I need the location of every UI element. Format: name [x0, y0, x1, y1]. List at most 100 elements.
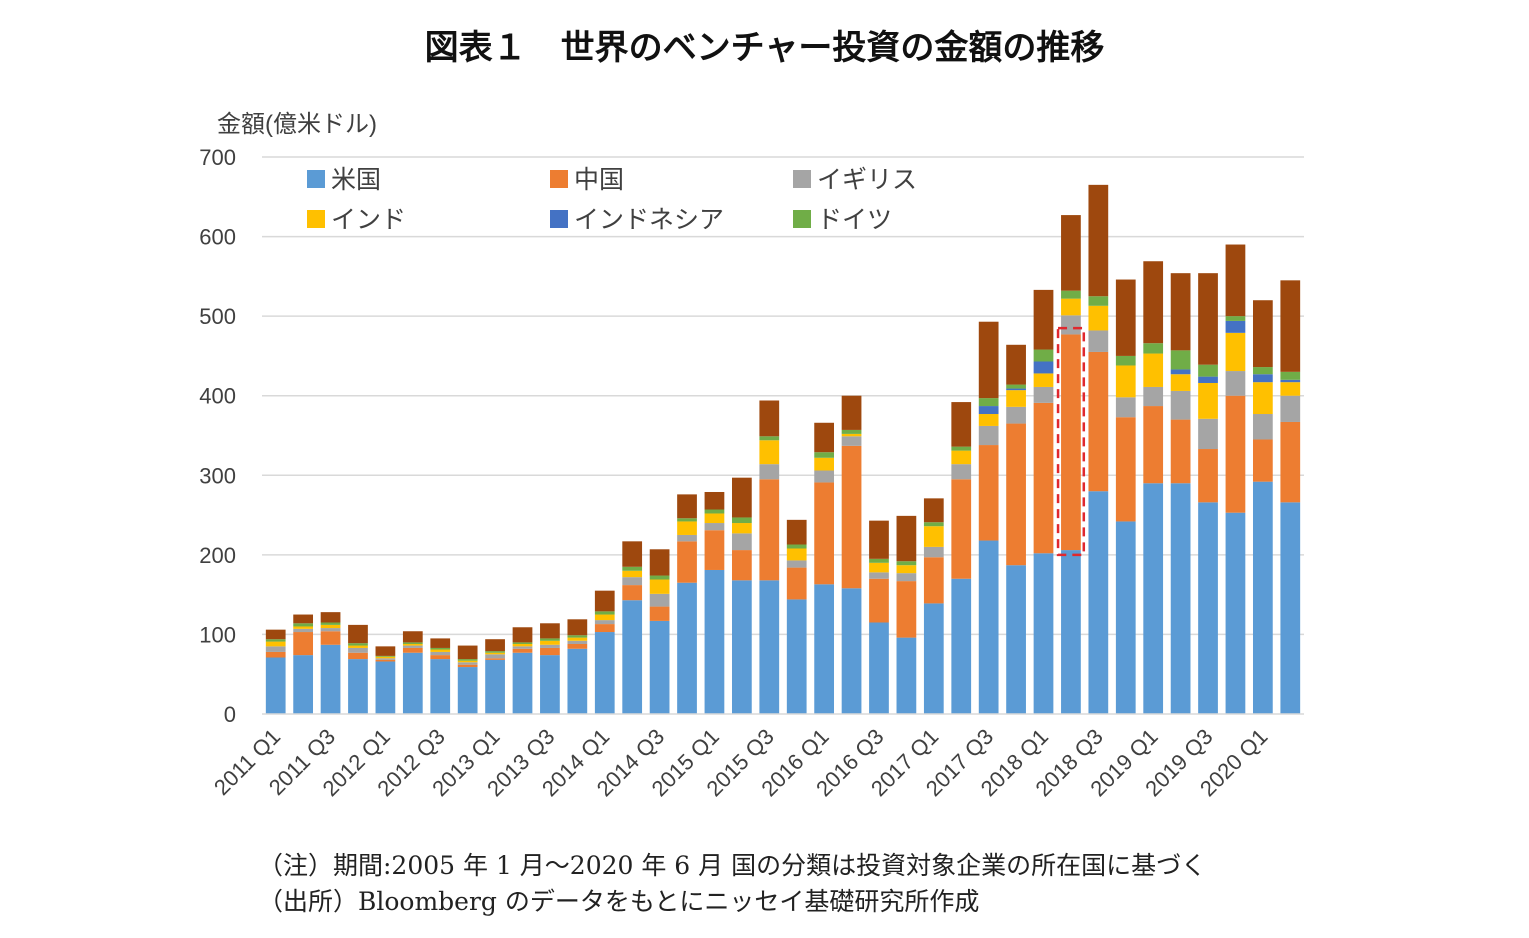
bar-segment-中国: [704, 530, 725, 570]
bar-segment-イギリス: [320, 628, 341, 632]
bar-segment-イギリス: [375, 658, 396, 660]
bar-segment-米国: [348, 659, 368, 714]
legend-label: ドイツ: [817, 206, 892, 234]
highlight-dashed-box: [1056, 326, 1086, 557]
bar-segment-米国: [704, 569, 725, 714]
bar-segment-イギリス: [622, 577, 643, 586]
bar-segment-other: [1225, 244, 1246, 317]
bar-segment-ドイツ: [485, 651, 505, 653]
bar-segment-other: [485, 639, 505, 652]
bar-segment-米国: [814, 584, 835, 714]
bar-segment-中国: [594, 624, 615, 633]
bar-segment-インドネシア: [1252, 374, 1273, 383]
bar-segment-中国: [1170, 419, 1191, 484]
bar-segment-イギリス: [1115, 397, 1136, 418]
bar-segment-other: [1006, 344, 1026, 385]
bar-segment-other: [430, 638, 451, 648]
y-axis-label: 金額(億米ドル): [217, 111, 377, 138]
bar-segment-インド: [814, 457, 835, 471]
bar-segment-インドネシア: [1033, 361, 1054, 374]
bar-segment-other: [951, 402, 972, 447]
bar-segment-other: [457, 645, 478, 660]
bar-segment-中国: [1006, 423, 1026, 566]
bar-segment-イギリス: [512, 646, 533, 649]
bar-segment-中国: [1280, 421, 1301, 503]
bar-segment-ドイツ: [1170, 350, 1191, 370]
bar-segment-イギリス: [1088, 330, 1109, 352]
bar-segment-中国: [1252, 439, 1273, 482]
highlight-box: [1056, 326, 1086, 557]
bar-segment-米国: [1088, 491, 1109, 714]
bar-segment-other: [1170, 273, 1191, 351]
legend-swatch: [793, 170, 811, 188]
bar-segment-ドイツ: [512, 642, 533, 644]
bar-segment-中国: [1115, 417, 1136, 522]
note-source: （出所）Bloomberg のデータをもとにニッセイ基礎研究所作成: [258, 887, 980, 916]
bar-segment-other: [1033, 289, 1054, 350]
bar-segment-中国: [320, 631, 341, 645]
bar-segment-other: [622, 541, 643, 567]
bar-segment-インド: [1252, 382, 1273, 415]
bar-segment-米国: [622, 600, 643, 714]
bar-segment-中国: [841, 445, 862, 589]
bar-segment-米国: [1061, 550, 1081, 714]
bar-segment-ドイツ: [649, 575, 670, 580]
legend-swatch: [307, 210, 325, 228]
bar-segment-ドイツ: [896, 561, 917, 566]
bar-segment-イギリス: [1170, 390, 1191, 420]
bar-segment-インド: [540, 640, 560, 645]
bar-segment-米国: [320, 644, 341, 714]
bars: [265, 184, 1301, 714]
bar-segment-ドイツ: [704, 509, 725, 514]
bar-segment-other: [402, 631, 423, 643]
bar-segment-other: [594, 590, 615, 612]
bar-segment-米国: [567, 648, 588, 714]
bar-segment-インド: [1198, 382, 1218, 419]
bar-segment-ドイツ: [869, 558, 889, 563]
bar-segment-インド: [1061, 298, 1081, 316]
legend-swatch: [307, 170, 325, 188]
bar-segment-ドイツ: [1143, 343, 1164, 354]
bar-segment-ドイツ: [814, 452, 835, 458]
bar-segment-インドネシア: [1225, 320, 1246, 333]
bar-segment-ドイツ: [1006, 384, 1026, 389]
bar-segment-ドイツ: [430, 647, 451, 650]
bar-segment-インドネシア: [1280, 379, 1301, 383]
bar-segment-イギリス: [1143, 386, 1164, 407]
bar-segment-ドイツ: [1280, 371, 1301, 380]
bar-segment-インド: [265, 641, 286, 647]
bar-segment-中国: [402, 647, 423, 653]
bar-segment-ドイツ: [320, 622, 341, 625]
bar-segment-ドイツ: [622, 566, 643, 571]
bar-segment-インド: [951, 450, 972, 465]
bar-segment-中国: [1061, 334, 1081, 551]
bar-segment-ドイツ: [375, 655, 396, 657]
bar-segment-ドイツ: [1252, 367, 1273, 375]
bar-segment-インド: [1088, 305, 1109, 331]
bar-segment-米国: [786, 599, 807, 714]
bar-segment-インド: [923, 526, 944, 547]
bar-segment-イギリス: [1280, 395, 1301, 422]
y-tick-label: 100: [199, 622, 236, 647]
bar-segment-イギリス: [1252, 414, 1273, 440]
bar-segment-インド: [731, 523, 752, 534]
bar-segment-other: [677, 494, 697, 519]
bar-segment-インド: [1033, 373, 1054, 387]
bar-segment-other: [512, 627, 533, 643]
bar-segment-ドイツ: [540, 638, 560, 641]
bar-segment-ドイツ: [348, 643, 368, 646]
bar-segment-イギリス: [1225, 371, 1246, 396]
bar-segment-中国: [649, 606, 670, 621]
bar-segment-米国: [1115, 521, 1136, 714]
bar-segment-インド: [896, 565, 917, 574]
bar-segment-米国: [1252, 481, 1273, 714]
bar-segment-イギリス: [1061, 315, 1081, 335]
legend-label: 米国: [331, 166, 381, 194]
y-tick-label: 400: [199, 384, 236, 409]
bar-segment-イギリス: [704, 523, 725, 531]
bar-segment-イギリス: [649, 593, 670, 607]
bar-segment-イギリス: [786, 560, 807, 568]
